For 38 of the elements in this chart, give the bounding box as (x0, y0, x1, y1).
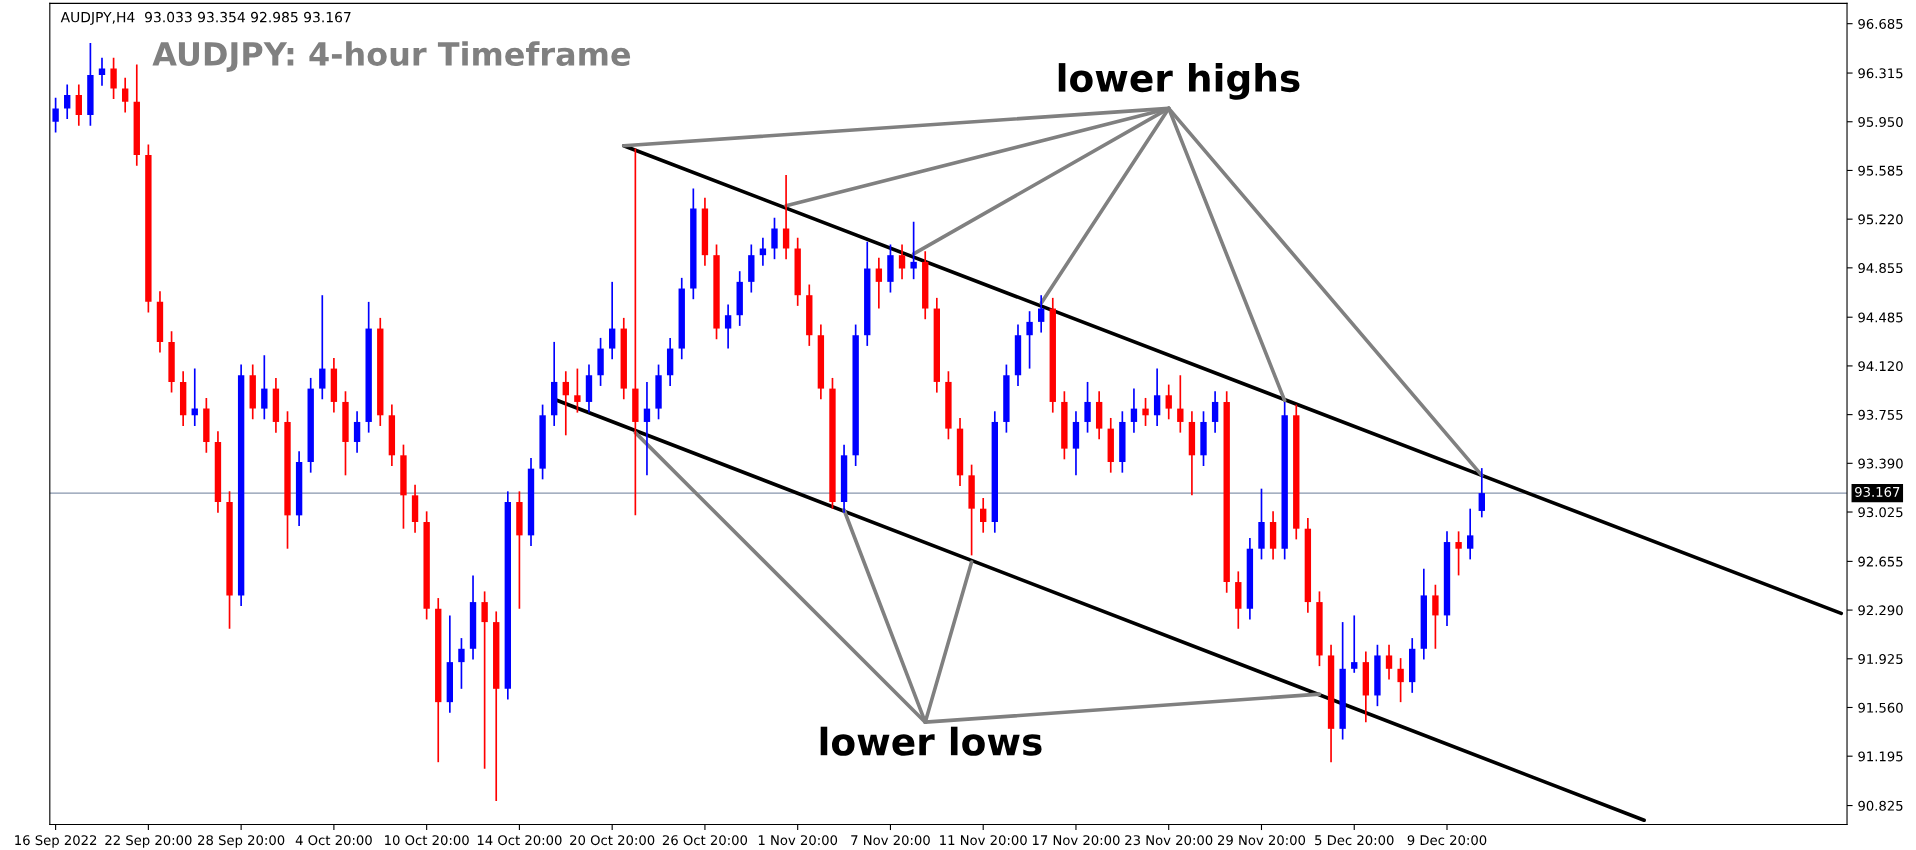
x-tick-label: 20 Oct 20:00 (570, 835, 655, 846)
x-tick-label: 11 Nov 20:00 (940, 835, 1027, 846)
x-tick-label: 17 Nov 20:00 (1032, 835, 1120, 846)
annotation: lower highs (1058, 63, 1300, 100)
x-tick-label: 29 Nov 20:00 (1217, 835, 1306, 846)
y-tick-label: 94.855 (1858, 263, 1903, 274)
x-tick-label: 10 Oct 20:00 (385, 835, 469, 846)
x-tick-label: 28 Sep 20:00 (198, 835, 285, 848)
x-tick-label: 14 Oct 20:00 (477, 835, 562, 846)
y-tick-label: 95.585 (1858, 165, 1903, 176)
y-tick-label: 92.290 (1858, 605, 1903, 616)
x-tick-label: 5 Dec 20:00 (1315, 835, 1394, 846)
x-tick-label: 1 Nov 20:00 (758, 835, 838, 846)
y-tick-label: 90.825 (1858, 800, 1903, 811)
x-tick-label: 23 Nov 20:00 (1125, 835, 1213, 846)
annotation: AUDJPY,H4 93.033 93.354 92.985 93.167 (60, 11, 351, 25)
y-tick-label: 92.655 (1858, 556, 1903, 567)
x-tick-label: 7 Nov 20:00 (851, 835, 930, 846)
text: AUDJPY: 4-hour Timeframe (152, 41, 631, 72)
y-tick-label: 96.315 (1858, 68, 1903, 79)
y-tick-label: 91.560 (1858, 702, 1903, 713)
y-tick-label: 93.755 (1858, 409, 1903, 420)
y-tick-label: 95.220 (1858, 214, 1903, 225)
x-tick-label: 4 Oct 20:00 (295, 835, 372, 846)
y-tick-label: 96.685 (1858, 18, 1903, 29)
x-tick-label: 9 Dec 20:00 (1407, 835, 1487, 846)
y-tick-label: 95.950 (1858, 116, 1903, 127)
y-tick-label: 94.120 (1858, 361, 1903, 372)
x-tick-label: 16 Sep 2022 (15, 835, 97, 848)
y-tick-label: 91.195 (1858, 751, 1903, 762)
y-tick-label: 93.390 (1858, 458, 1903, 469)
ref-line-label: 93.167 (1855, 486, 1900, 497)
y-tick-label: 94.485 (1858, 312, 1903, 323)
annotation: lower lows (820, 726, 1042, 756)
x-tick-label: 22 Sep 20:00 (105, 835, 192, 848)
y-tick-label: 91.925 (1858, 654, 1903, 664)
x-tick-label: 26 Oct 20:00 (662, 835, 748, 846)
y-tick-label: 93.025 (1858, 507, 1903, 518)
